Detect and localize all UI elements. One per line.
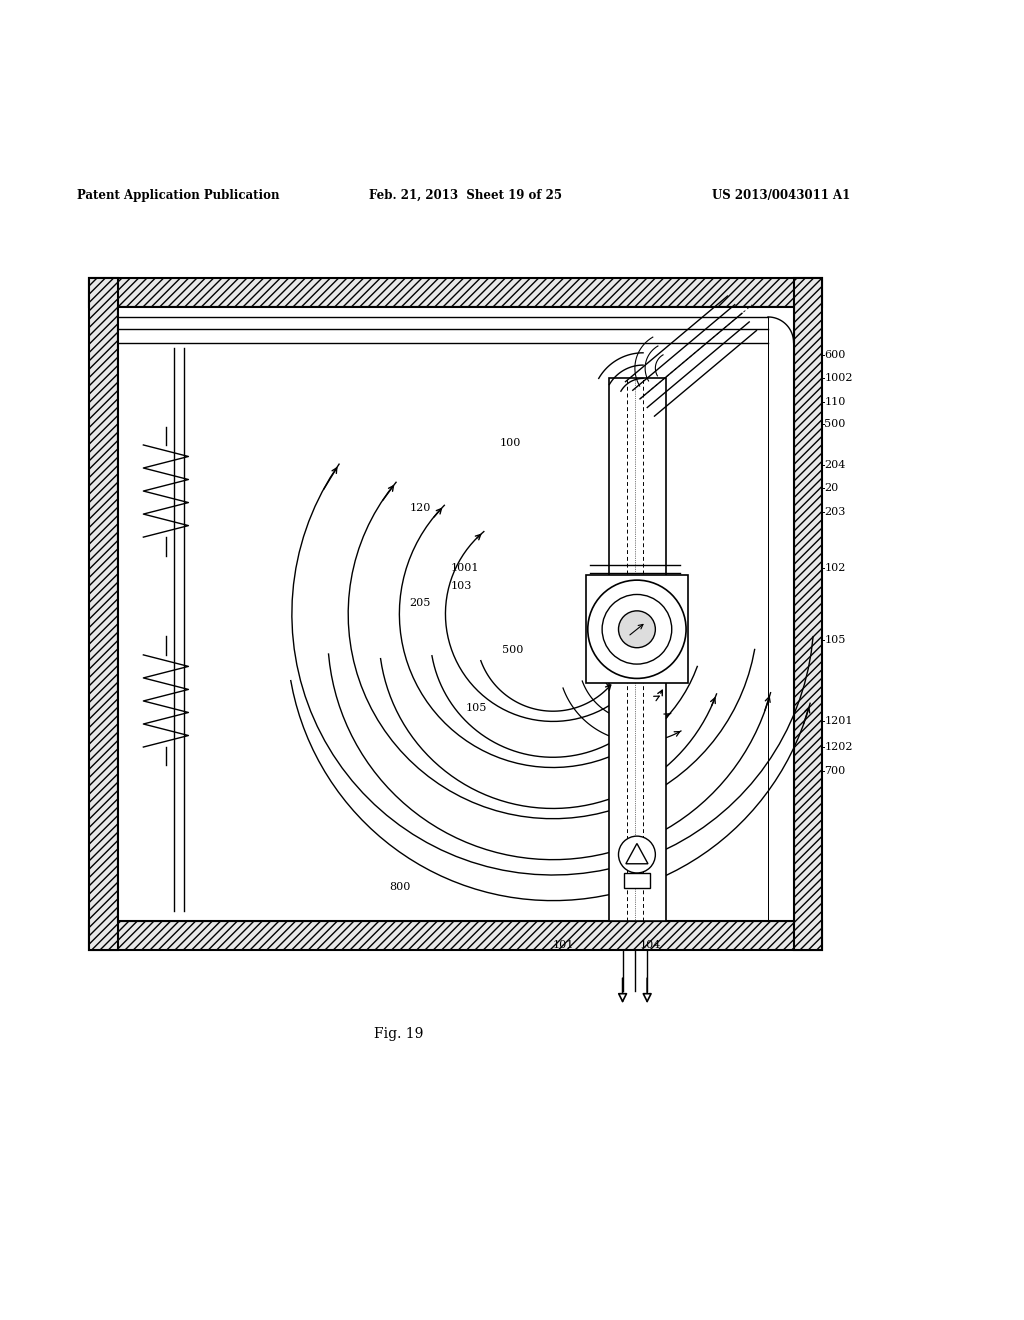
Text: 110: 110: [824, 397, 846, 407]
Text: 100: 100: [500, 438, 521, 447]
Text: 204: 204: [824, 461, 846, 470]
Text: Patent Application Publication: Patent Application Publication: [77, 189, 280, 202]
Text: 1202: 1202: [824, 742, 853, 752]
Polygon shape: [626, 843, 648, 863]
Text: 105: 105: [824, 635, 846, 644]
Circle shape: [618, 611, 655, 648]
Text: 120: 120: [410, 503, 431, 513]
Text: US 2013/0043011 A1: US 2013/0043011 A1: [712, 189, 850, 202]
Text: 102: 102: [824, 562, 846, 573]
Text: 800: 800: [389, 882, 411, 892]
Text: 104: 104: [640, 940, 662, 949]
Text: 500: 500: [824, 420, 846, 429]
Text: 103: 103: [451, 581, 472, 591]
Bar: [624, 873, 650, 888]
Text: 101: 101: [553, 940, 574, 949]
Text: Fig. 19: Fig. 19: [374, 1027, 423, 1040]
Text: 20: 20: [824, 483, 839, 492]
Text: 1002: 1002: [824, 374, 853, 383]
Bar: [794, 279, 822, 950]
Text: 700: 700: [824, 766, 846, 776]
Text: 205: 205: [410, 598, 431, 607]
Bar: [609, 379, 666, 921]
Text: 1201: 1201: [824, 717, 853, 726]
Text: 105: 105: [466, 704, 487, 713]
Text: 1001: 1001: [451, 562, 479, 573]
Text: 500: 500: [502, 644, 523, 655]
Text: Feb. 21, 2013  Sheet 19 of 25: Feb. 21, 2013 Sheet 19 of 25: [369, 189, 561, 202]
Bar: [89, 921, 822, 950]
Bar: [89, 279, 822, 306]
Circle shape: [618, 836, 655, 873]
Circle shape: [588, 579, 686, 678]
Text: 600: 600: [824, 350, 846, 360]
Text: 203: 203: [824, 507, 846, 516]
Bar: [89, 279, 118, 950]
Bar: [118, 306, 794, 921]
Circle shape: [602, 594, 672, 664]
Bar: [586, 576, 688, 684]
